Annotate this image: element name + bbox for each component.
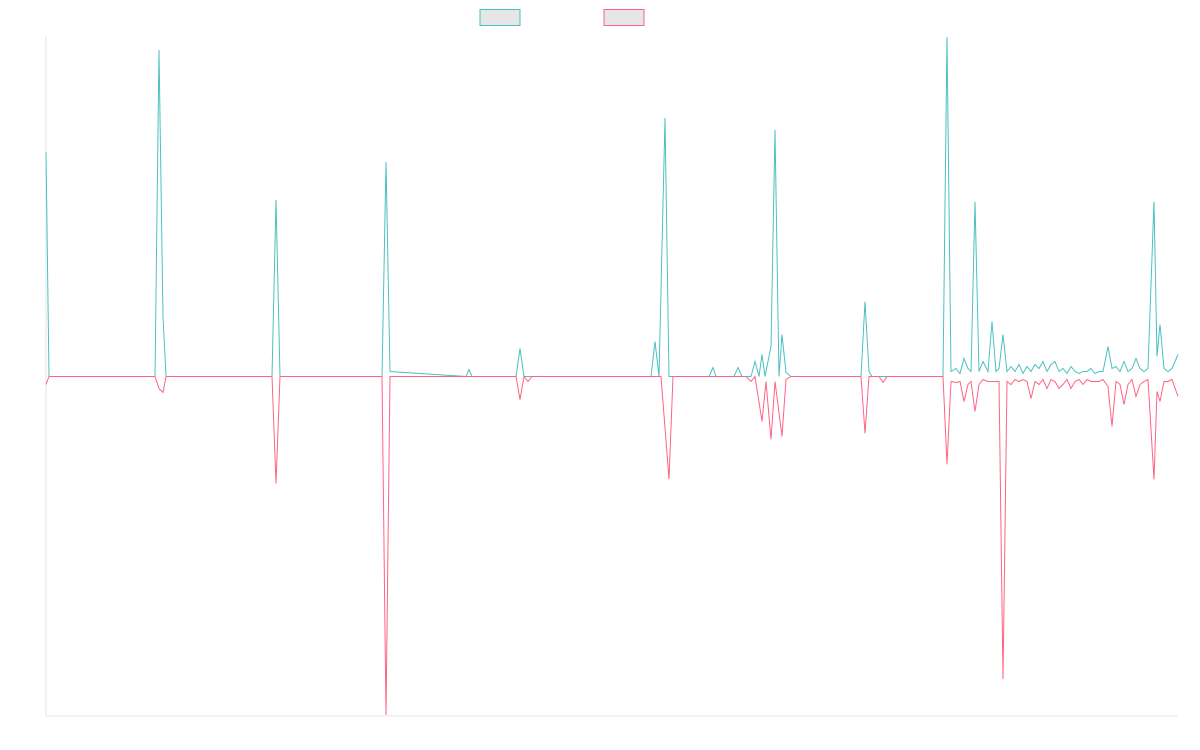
legend-swatch[interactable] bbox=[479, 9, 521, 26]
series-line bbox=[45, 375, 1179, 716]
legend-swatch[interactable] bbox=[603, 9, 645, 26]
series-line bbox=[45, 36, 1179, 378]
